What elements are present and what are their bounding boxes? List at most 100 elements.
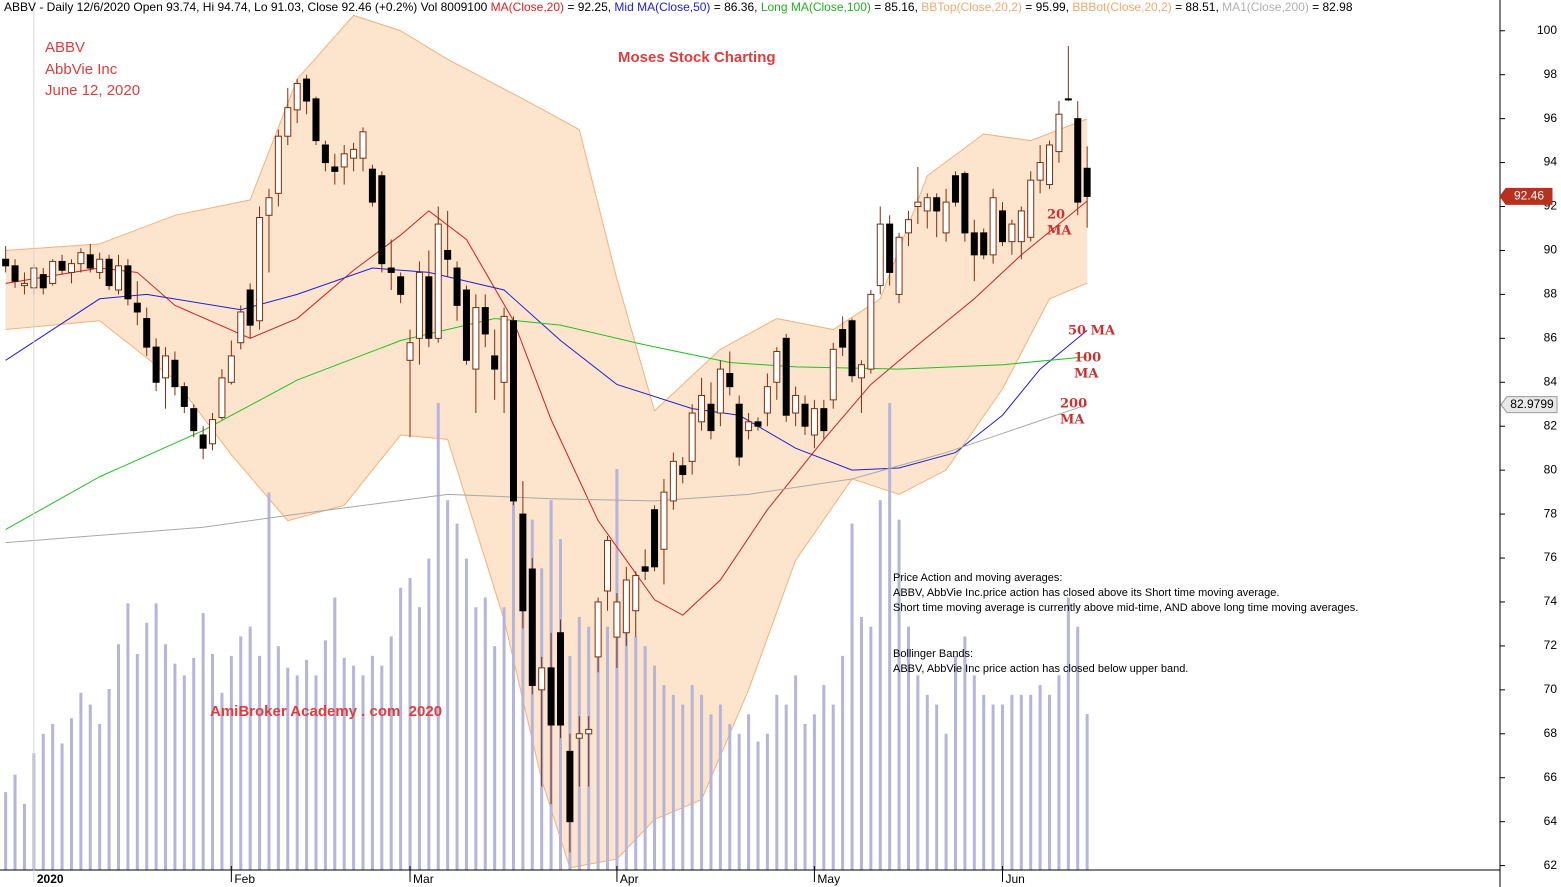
candle-body — [951, 175, 959, 203]
volume-bar — [1085, 714, 1089, 870]
ma-label: 20 — [1047, 208, 1065, 223]
candle-body — [162, 355, 170, 379]
volume-bar — [192, 657, 196, 870]
candle-body — [688, 412, 696, 462]
volume-bar — [455, 523, 459, 870]
candle-body — [274, 135, 282, 194]
note: ABBV, AbbVie Inc price action has closed… — [893, 663, 1188, 675]
header-part: BBTop(Close,20,2) — [921, 0, 1022, 14]
price-tag — [1499, 187, 1553, 205]
volume-bar — [276, 646, 280, 870]
volume-bar — [1001, 704, 1005, 870]
candle-body — [331, 166, 339, 172]
volume-bar — [248, 626, 252, 870]
candle-body — [312, 98, 320, 142]
candle-body — [378, 175, 386, 265]
candle-body — [613, 601, 621, 638]
candle-body — [133, 302, 141, 313]
volume-bar — [700, 694, 704, 870]
volume-bar — [464, 558, 468, 870]
volume-bar — [342, 657, 346, 870]
y-tick-label: 90 — [1544, 243, 1558, 257]
header: ABBV - Daily 12/6/2020 Open 93.74, Hi 94… — [4, 0, 1353, 14]
y-tick-label: 68 — [1544, 726, 1558, 740]
ma-label: MA — [1074, 367, 1099, 382]
note: Price Action and moving averages: — [893, 572, 1062, 584]
candle-body — [773, 351, 781, 383]
volume-bar — [869, 626, 873, 870]
note: ABBV, AbbVie Inc.price action has closed… — [893, 587, 1279, 599]
ma-label: MA — [1060, 413, 1085, 428]
volume-bar — [380, 665, 384, 870]
volume-bar — [1066, 597, 1070, 870]
candle-body — [698, 394, 706, 423]
candle-body — [105, 258, 113, 287]
candle-body — [284, 107, 292, 137]
volume-bar — [493, 646, 497, 870]
candle-body — [867, 293, 875, 370]
candle-body — [1027, 179, 1035, 238]
volume-bar — [596, 655, 600, 870]
volume-bar — [888, 402, 892, 870]
candle-body — [829, 348, 837, 401]
candle-body — [904, 219, 912, 234]
candle-body — [387, 267, 395, 273]
volume-bar — [850, 523, 854, 870]
volume-bar — [794, 675, 798, 870]
candle-body — [406, 342, 414, 361]
volume-bar — [521, 539, 525, 870]
volume-bar — [530, 519, 534, 870]
volume-bar — [286, 667, 290, 870]
volume-bar — [906, 626, 910, 870]
volume-bar — [671, 694, 675, 870]
candle-body — [472, 307, 480, 370]
company: AbbVie Inc — [45, 61, 118, 78]
volume-bar — [60, 743, 64, 870]
volume-bar — [98, 724, 102, 870]
volume-bar — [79, 692, 83, 870]
candle-body — [923, 197, 931, 212]
candle-body — [782, 337, 790, 416]
volume-bar — [446, 500, 450, 870]
x-tick-label: 2020 — [37, 872, 64, 886]
candle-body — [180, 386, 188, 407]
candle-body — [509, 320, 517, 502]
header-part: BBBot(Close,20,2) — [1072, 0, 1171, 14]
volume-bar — [1048, 694, 1052, 870]
volume-bar — [662, 685, 666, 870]
candle-body — [914, 201, 922, 208]
volume-bar — [41, 733, 45, 870]
volume-bar — [107, 688, 111, 870]
candle-body — [735, 403, 743, 458]
candle-body — [716, 368, 724, 414]
candle-body — [77, 252, 85, 265]
candle-body — [933, 197, 941, 212]
candle-body — [547, 667, 555, 726]
header-part: = 82.98 — [1309, 0, 1353, 14]
y-tick-label: 74 — [1544, 594, 1558, 608]
volume-bar — [878, 500, 882, 870]
candle-body — [2, 258, 10, 267]
band-edge — [5, 14, 1088, 412]
volume-bar — [211, 653, 215, 870]
volume-bar — [841, 655, 845, 870]
candle-body — [39, 274, 47, 289]
candle-body — [989, 197, 997, 256]
volume-bar — [4, 792, 8, 870]
volume-bar — [352, 665, 356, 870]
volume-bar — [681, 704, 685, 870]
candle-body — [1017, 210, 1025, 243]
volume-bar — [436, 402, 440, 870]
candle-body — [114, 265, 122, 291]
volume-bar — [925, 694, 929, 870]
ma-label: MA — [1047, 224, 1072, 239]
volume-bar — [135, 653, 139, 870]
header-part: = 85.16, — [871, 0, 921, 14]
volume-bar — [173, 663, 177, 870]
candle-body — [528, 568, 536, 686]
candle-body — [209, 419, 217, 445]
candle-body — [575, 733, 583, 739]
candle-body — [754, 421, 762, 427]
band-fill — [5, 15, 1088, 868]
